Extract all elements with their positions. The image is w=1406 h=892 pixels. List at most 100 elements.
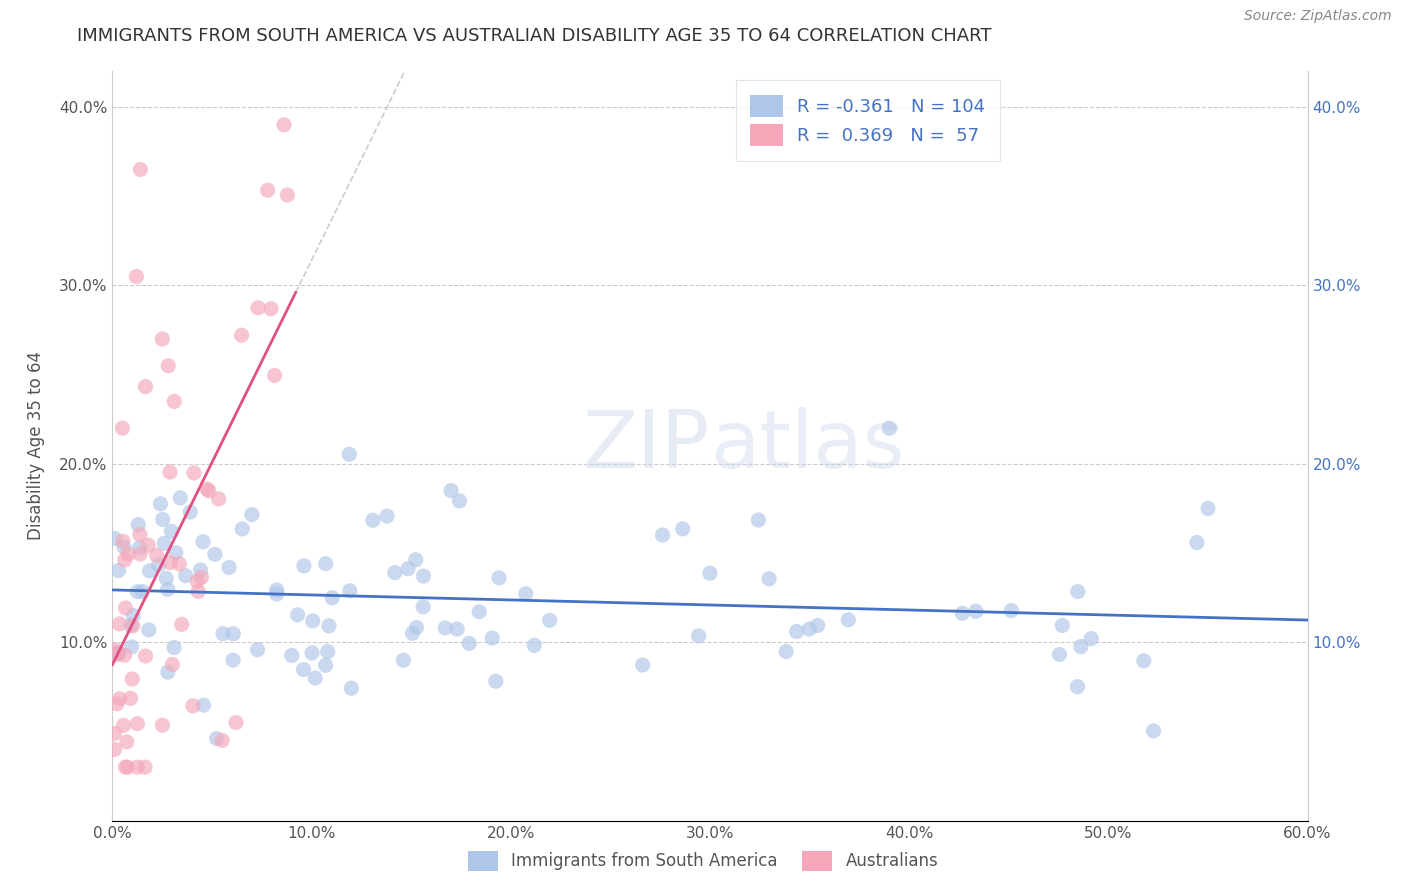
Point bbox=[1049, 648, 1071, 662]
Point bbox=[1185, 535, 1208, 549]
Point bbox=[375, 509, 398, 524]
Point bbox=[163, 394, 186, 409]
Point bbox=[287, 607, 309, 622]
Point bbox=[246, 642, 269, 657]
Point bbox=[105, 697, 128, 711]
Point bbox=[112, 540, 135, 554]
Point bbox=[204, 547, 226, 561]
Point bbox=[775, 644, 797, 658]
Point bbox=[120, 618, 142, 632]
Point bbox=[181, 698, 204, 713]
Point bbox=[263, 368, 285, 383]
Point bbox=[127, 517, 149, 532]
Point bbox=[256, 183, 278, 197]
Point bbox=[212, 626, 235, 640]
Point bbox=[108, 691, 131, 706]
Point bbox=[276, 188, 298, 202]
Point bbox=[1066, 680, 1088, 694]
Point bbox=[392, 653, 415, 667]
Point bbox=[191, 534, 214, 549]
Point bbox=[169, 491, 191, 505]
Point bbox=[127, 716, 149, 731]
Point bbox=[208, 491, 231, 506]
Point bbox=[1197, 501, 1219, 516]
Point bbox=[183, 466, 205, 480]
Point bbox=[361, 513, 384, 527]
Point bbox=[131, 584, 153, 599]
Point bbox=[786, 624, 808, 639]
Point bbox=[747, 513, 769, 527]
Point bbox=[117, 760, 139, 774]
Point bbox=[1052, 618, 1074, 632]
Point bbox=[485, 674, 508, 689]
Point bbox=[523, 638, 546, 652]
Point bbox=[266, 587, 288, 601]
Point bbox=[651, 528, 673, 542]
Point bbox=[412, 569, 434, 583]
Point bbox=[758, 572, 780, 586]
Point bbox=[114, 760, 136, 774]
Point bbox=[412, 599, 434, 614]
Point bbox=[1070, 640, 1092, 654]
Point bbox=[129, 162, 152, 177]
Point bbox=[205, 731, 228, 746]
Point bbox=[128, 527, 150, 541]
Point bbox=[145, 549, 167, 563]
Point bbox=[195, 482, 218, 496]
Point bbox=[134, 379, 156, 393]
Point bbox=[105, 648, 128, 662]
Point bbox=[950, 607, 973, 621]
Point bbox=[114, 648, 136, 662]
Point bbox=[301, 614, 323, 628]
Point bbox=[396, 562, 419, 576]
Point bbox=[434, 621, 457, 635]
Text: Source: ZipAtlas.com: Source: ZipAtlas.com bbox=[1244, 9, 1392, 23]
Point bbox=[231, 522, 253, 536]
Point bbox=[174, 568, 197, 582]
Point bbox=[468, 605, 491, 619]
Point bbox=[837, 613, 859, 627]
Point bbox=[186, 574, 208, 589]
Point bbox=[162, 657, 184, 672]
Legend: Immigrants from South America, Australians: Immigrants from South America, Australia… bbox=[460, 842, 946, 880]
Point bbox=[440, 483, 463, 498]
Point bbox=[1142, 723, 1164, 738]
Point bbox=[304, 671, 326, 685]
Point bbox=[538, 613, 561, 627]
Point bbox=[160, 524, 183, 539]
Point bbox=[292, 663, 315, 677]
Point bbox=[103, 532, 125, 546]
Point bbox=[672, 522, 695, 536]
Point bbox=[401, 626, 423, 640]
Point bbox=[150, 332, 173, 346]
Point bbox=[405, 620, 427, 634]
Point bbox=[170, 617, 193, 632]
Point bbox=[807, 618, 830, 632]
Point bbox=[458, 636, 481, 650]
Point bbox=[159, 465, 181, 479]
Point bbox=[107, 645, 129, 659]
Point bbox=[340, 681, 363, 696]
Point bbox=[148, 558, 170, 572]
Point bbox=[127, 584, 149, 599]
Point bbox=[169, 557, 191, 571]
Text: IMMIGRANTS FROM SOUTH AMERICA VS AUSTRALIAN DISABILITY AGE 35 TO 64 CORRELATION : IMMIGRANTS FROM SOUTH AMERICA VS AUSTRAL… bbox=[77, 27, 991, 45]
Point bbox=[211, 733, 233, 747]
Point bbox=[138, 564, 160, 578]
Point bbox=[155, 571, 177, 585]
Point bbox=[198, 483, 221, 498]
Point bbox=[316, 645, 339, 659]
Point bbox=[179, 505, 201, 519]
Point bbox=[153, 536, 176, 550]
Point bbox=[246, 301, 269, 315]
Point bbox=[121, 619, 143, 633]
Point bbox=[1067, 584, 1090, 599]
Legend: R = -0.361   N = 104, R =  0.369   N =  57: R = -0.361 N = 104, R = 0.369 N = 57 bbox=[735, 80, 1000, 161]
Point bbox=[1080, 632, 1102, 646]
Point bbox=[149, 497, 172, 511]
Point bbox=[125, 269, 148, 284]
Point bbox=[135, 648, 157, 663]
Point bbox=[152, 718, 174, 732]
Point bbox=[152, 512, 174, 526]
Point bbox=[111, 421, 134, 435]
